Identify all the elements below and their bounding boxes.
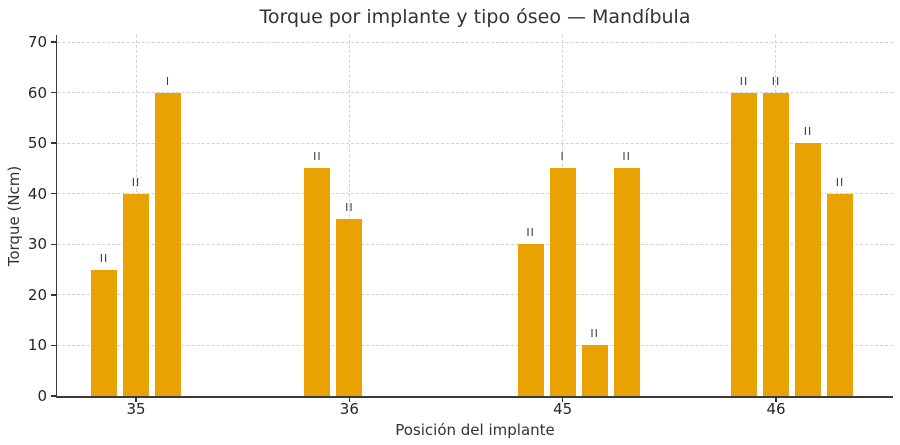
y-tick-label: 40	[27, 184, 47, 203]
y-tick-mark	[51, 243, 57, 246]
y-tick-label: 50	[27, 134, 47, 153]
x-axis-spine	[55, 396, 893, 398]
y-gridline	[57, 142, 893, 144]
bone-type-label: I	[560, 150, 565, 164]
x-axis-label: Posición del implante	[395, 421, 555, 439]
y-tick-label: 60	[27, 83, 47, 102]
bar	[123, 193, 149, 396]
bone-type-label: II	[345, 201, 354, 214]
x-tick-mark	[135, 396, 137, 402]
bone-type-label: II	[131, 175, 141, 189]
x-tick-mark	[775, 396, 777, 402]
bone-type-label: II	[526, 226, 535, 240]
bar	[91, 269, 117, 396]
y-tick-mark	[51, 41, 57, 43]
bone-type-label: II	[622, 150, 631, 164]
y-tick-mark	[51, 294, 57, 296]
bar	[613, 168, 640, 396]
y-gridline	[57, 92, 893, 94]
y-tick-label: 10	[27, 336, 47, 355]
bar	[794, 143, 821, 396]
x-tick-label: 46	[766, 400, 786, 418]
bone-type-label: II	[803, 125, 813, 139]
bar	[762, 92, 789, 396]
bar	[517, 244, 544, 396]
x-tick-label: 36	[339, 400, 359, 418]
bar	[826, 193, 853, 396]
x-tick-label: 45	[553, 400, 573, 418]
y-gridline	[57, 193, 893, 195]
y-gridline	[57, 243, 893, 245]
y-gridline	[57, 294, 893, 296]
x-tick-mark	[561, 396, 564, 402]
x-tick-mark	[348, 396, 351, 402]
y-tick-label: 20	[27, 285, 47, 304]
bone-type-label: II	[99, 251, 109, 265]
chart-title: Torque por implante y tipo óseo — Mandíb…	[259, 6, 691, 28]
bar	[730, 92, 757, 396]
y-tick-mark	[51, 395, 57, 397]
x-tick-label: 35	[126, 400, 146, 418]
bone-type-label: II	[739, 74, 749, 88]
bone-type-label: II	[771, 74, 781, 88]
bar	[549, 168, 576, 396]
y-axis-spine	[55, 35, 57, 398]
bone-type-label: II	[835, 175, 845, 189]
y-tick-mark	[51, 142, 57, 144]
bone-type-label: II	[590, 327, 599, 341]
y-tick-mark	[51, 91, 57, 94]
bar	[581, 345, 608, 396]
bar	[336, 219, 363, 396]
y-tick-mark	[51, 344, 57, 347]
y-tick-mark	[51, 192, 57, 195]
x-gridline	[348, 35, 350, 396]
y-gridline	[57, 344, 893, 346]
y-tick-label: 70	[27, 33, 47, 51]
bar	[304, 168, 331, 396]
bar	[155, 92, 181, 396]
y-tick-label: 30	[27, 235, 47, 254]
bone-type-label: II	[313, 150, 322, 164]
y-tick-label: 0	[37, 387, 47, 405]
bone-type-label: I	[165, 74, 171, 88]
y-gridline	[57, 41, 893, 43]
